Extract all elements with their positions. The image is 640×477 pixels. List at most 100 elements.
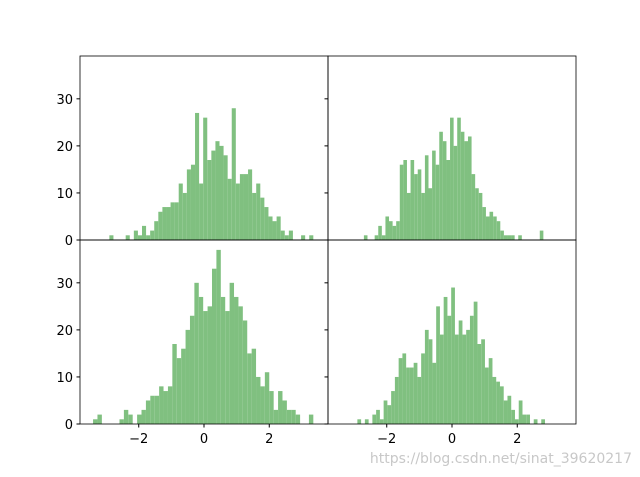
bar (398, 358, 403, 424)
bar (185, 329, 190, 424)
bar (399, 164, 404, 240)
bar (421, 353, 425, 424)
bar (381, 235, 386, 240)
bar (150, 230, 155, 240)
bar (291, 409, 296, 424)
bar (507, 235, 512, 240)
y-tick-label: 0 (65, 418, 73, 433)
bar (133, 230, 138, 240)
bar (410, 160, 415, 240)
bar (219, 145, 224, 240)
bar (137, 235, 142, 240)
bar (460, 131, 465, 240)
bar (473, 301, 478, 424)
bar (414, 174, 418, 240)
bar (417, 376, 422, 424)
bar (128, 414, 133, 424)
bar (158, 211, 163, 240)
bar (223, 155, 228, 240)
bar (466, 329, 470, 424)
bar (514, 419, 519, 424)
watermark: https://blog.csdn.net/sinat_39620217 (370, 451, 632, 467)
bar (428, 188, 433, 240)
bar (239, 174, 244, 240)
bar (484, 367, 489, 424)
bar (503, 400, 508, 424)
bar (264, 207, 269, 240)
bar (276, 216, 281, 240)
bar (194, 282, 199, 424)
bar (492, 376, 497, 424)
bar (154, 221, 159, 240)
bar (234, 296, 239, 424)
bar (150, 395, 155, 424)
bar (189, 315, 195, 424)
bar (488, 358, 493, 424)
bar (220, 296, 226, 424)
bar (396, 221, 400, 240)
bar (475, 188, 479, 240)
x-tick-label: −2 (129, 432, 148, 447)
bar (439, 131, 443, 240)
bar (284, 235, 289, 240)
bar (280, 230, 285, 240)
bar (403, 160, 407, 240)
bar (93, 419, 98, 424)
bar (496, 221, 501, 240)
y-tick-label: 10 (56, 371, 73, 386)
bar (481, 339, 485, 424)
bar (269, 391, 274, 424)
bar (199, 183, 204, 240)
bar (225, 311, 230, 424)
bar (308, 414, 314, 424)
axes-frame (327, 239, 577, 425)
bar (163, 391, 168, 424)
bar (496, 381, 500, 424)
bar (178, 183, 183, 240)
bar (435, 164, 440, 240)
bar (282, 400, 287, 424)
bar (309, 235, 314, 240)
x-tick-label: 2 (513, 432, 521, 447)
x-tick-label: 0 (200, 432, 208, 447)
bar (447, 315, 452, 424)
bar (432, 362, 437, 424)
bar (364, 419, 369, 424)
bar (264, 372, 270, 424)
y-tick-label: 30 (56, 93, 73, 108)
bar (376, 409, 380, 424)
bar (391, 391, 395, 424)
bar (493, 216, 497, 240)
y-tick-label: 10 (56, 187, 73, 202)
bar (443, 296, 448, 424)
bar (394, 376, 399, 424)
bar (248, 169, 253, 240)
bar (518, 235, 522, 240)
bar (123, 409, 129, 424)
bar (387, 405, 392, 424)
bar (507, 395, 512, 424)
bar (406, 367, 410, 424)
bar (477, 344, 482, 424)
bar (142, 225, 147, 240)
bar (485, 216, 490, 240)
bar (482, 207, 486, 240)
bar (357, 419, 362, 424)
bar (533, 419, 538, 424)
bar (146, 235, 151, 240)
bar (450, 117, 454, 240)
bar (374, 235, 379, 240)
bar (272, 221, 277, 240)
bar (457, 117, 461, 240)
bar (469, 315, 474, 424)
bar (417, 169, 422, 240)
bar (145, 400, 151, 424)
bar (141, 409, 146, 424)
bar (436, 306, 440, 424)
bar (235, 183, 240, 240)
bar (181, 348, 186, 424)
bar (526, 414, 530, 424)
bar (478, 192, 483, 240)
bar (499, 386, 504, 424)
